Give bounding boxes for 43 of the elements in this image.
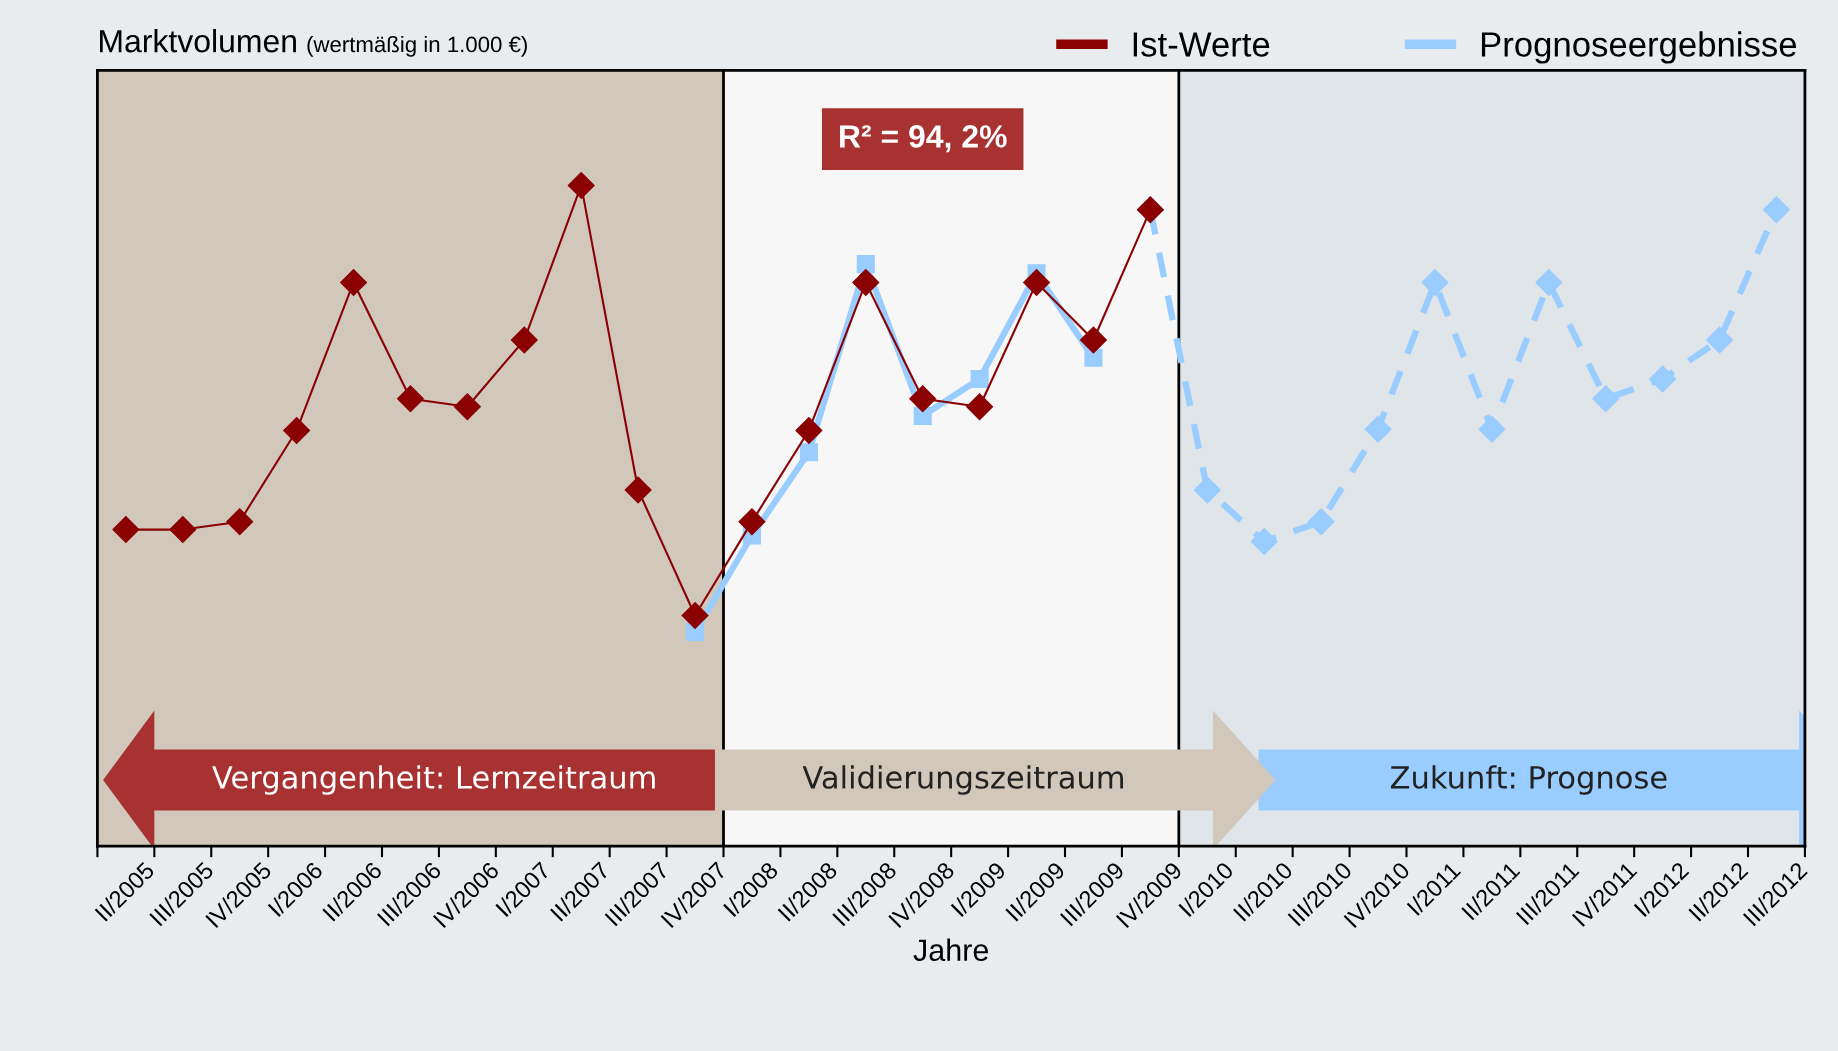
- point: [567, 171, 595, 199]
- point: [1592, 385, 1620, 413]
- point: [1079, 326, 1107, 354]
- point: [1421, 269, 1449, 296]
- chart-subtitle: (wertmäßig in 1.000 €): [307, 35, 527, 57]
- point: [913, 406, 932, 425]
- point: [1250, 528, 1278, 555]
- point: [1535, 269, 1563, 296]
- point: [624, 476, 652, 504]
- point: [453, 393, 481, 421]
- point: [970, 369, 989, 388]
- point: [795, 417, 823, 444]
- point: [226, 508, 254, 536]
- point: [1478, 415, 1506, 443]
- point: [856, 254, 875, 274]
- band-label: Validierungszeitraum: [802, 765, 1124, 795]
- legend-label: Ist-Werte: [1133, 32, 1270, 57]
- point: [1364, 415, 1392, 443]
- point: [169, 516, 197, 544]
- point: [1023, 269, 1051, 296]
- point: [1706, 326, 1734, 354]
- point: [909, 385, 937, 413]
- point: [852, 269, 880, 296]
- point: [112, 516, 140, 544]
- point: [340, 269, 368, 296]
- point: [510, 326, 538, 354]
- point: [1307, 508, 1335, 536]
- point: [1084, 348, 1103, 367]
- band-label: Vergangenheit: Lernzeitraum: [212, 765, 655, 795]
- legend-label: Prognoseergebnisse: [1481, 31, 1797, 64]
- point: [799, 443, 818, 462]
- text: R² = 94, 2%: [840, 125, 1007, 153]
- point: [1762, 196, 1790, 224]
- point: [738, 508, 766, 536]
- point: [283, 417, 311, 444]
- point: [1649, 365, 1677, 393]
- x-axis-title: Jahre: [913, 938, 989, 962]
- point: [1193, 476, 1221, 504]
- point: [396, 385, 424, 413]
- point: [966, 393, 994, 421]
- point: [681, 602, 709, 629]
- band-label: Zukunft: Prognose: [1390, 765, 1667, 795]
- chart-title: Marktvolumen: [100, 29, 296, 53]
